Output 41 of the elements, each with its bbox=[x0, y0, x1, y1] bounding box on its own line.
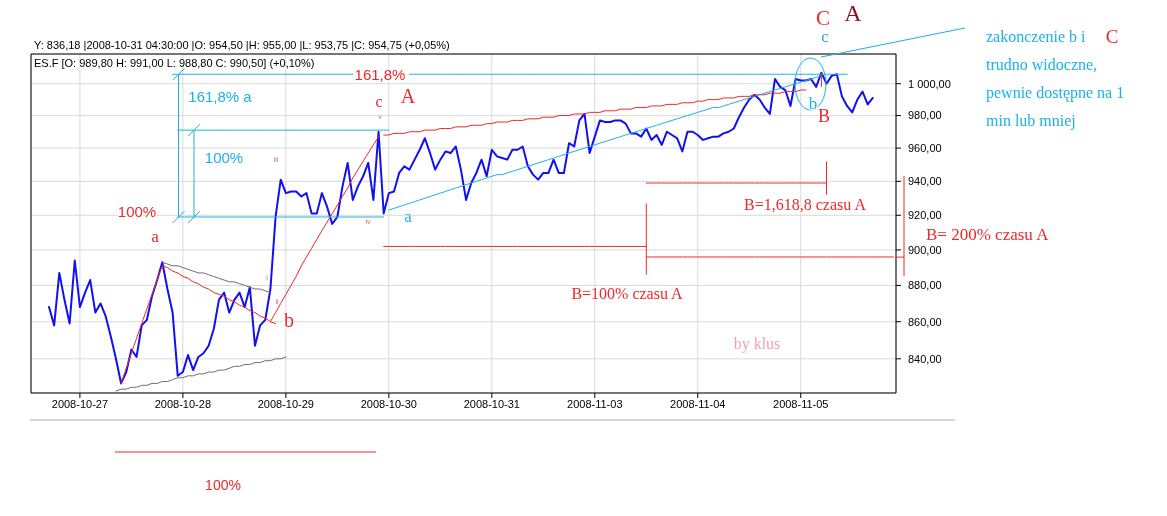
annotation: B bbox=[817, 105, 831, 127]
text: trudno widoczne, bbox=[986, 55, 1098, 75]
annotation: 100% bbox=[204, 149, 244, 167]
text: min lub mniej bbox=[986, 111, 1076, 131]
x-tick-label: 2008-10-27 bbox=[51, 397, 109, 410]
y-tick-label: 840,00 bbox=[908, 352, 942, 365]
text: zakonczenie b i bbox=[986, 27, 1086, 47]
y-tick-label: 1 000,00 bbox=[908, 77, 951, 90]
y-tick-label: 880,00 bbox=[908, 279, 942, 292]
y-tick-label: 920,00 bbox=[908, 209, 942, 222]
text: B= 200% czasu A bbox=[926, 225, 1049, 245]
annotation: 161,8% bbox=[354, 66, 406, 84]
x-tick-label: 2008-10-28 bbox=[154, 397, 212, 410]
text: C bbox=[1105, 26, 1119, 48]
annotation: B=100% czasu A bbox=[571, 284, 683, 304]
x-tick-label: 2008-11-05 bbox=[773, 397, 829, 410]
x-tick-label: 2008-10-29 bbox=[257, 397, 315, 410]
x-tick-label: 2008-10-31 bbox=[463, 397, 520, 410]
annotation: A bbox=[400, 84, 416, 108]
annotation: c bbox=[375, 92, 383, 112]
y-tick-label: 940,00 bbox=[908, 175, 942, 188]
y-tick-label: 860,00 bbox=[908, 315, 942, 328]
text: 100% bbox=[205, 476, 241, 494]
annotation: b bbox=[284, 308, 294, 332]
annotation: B=1,618,8 czasu A bbox=[744, 195, 866, 215]
y-tick-label: 900,00 bbox=[908, 243, 942, 256]
y-tick-label: 960,00 bbox=[908, 142, 942, 155]
y-tick-label: 980,00 bbox=[908, 109, 942, 122]
text: Y: 836,18 |2008-10-31 04:30:00 |O: 954,50 |H: 955,00 |L: 953,75 |C: 954,75 (+0,05%) bbox=[34, 38, 450, 52]
x-tick-label: 2008-10-30 bbox=[360, 397, 417, 410]
annotation: 161,8% a bbox=[188, 88, 252, 106]
x-tick-label: 2008-11-03 bbox=[567, 397, 623, 410]
text: pewnie dostępne na 1 bbox=[986, 83, 1125, 103]
text: A bbox=[844, 0, 862, 28]
annotation: by klus bbox=[733, 334, 781, 354]
annotation: 100% bbox=[117, 203, 157, 221]
annotation: b bbox=[808, 94, 818, 114]
annotation: a bbox=[151, 227, 159, 247]
x-tick-label: 2008-11-04 bbox=[670, 397, 726, 410]
annotation: a bbox=[404, 207, 412, 227]
chart-title: ES.F [O: 989,80 H: 991,00 L: 988,80 C: 990,50] (+0,10%) bbox=[34, 57, 315, 69]
